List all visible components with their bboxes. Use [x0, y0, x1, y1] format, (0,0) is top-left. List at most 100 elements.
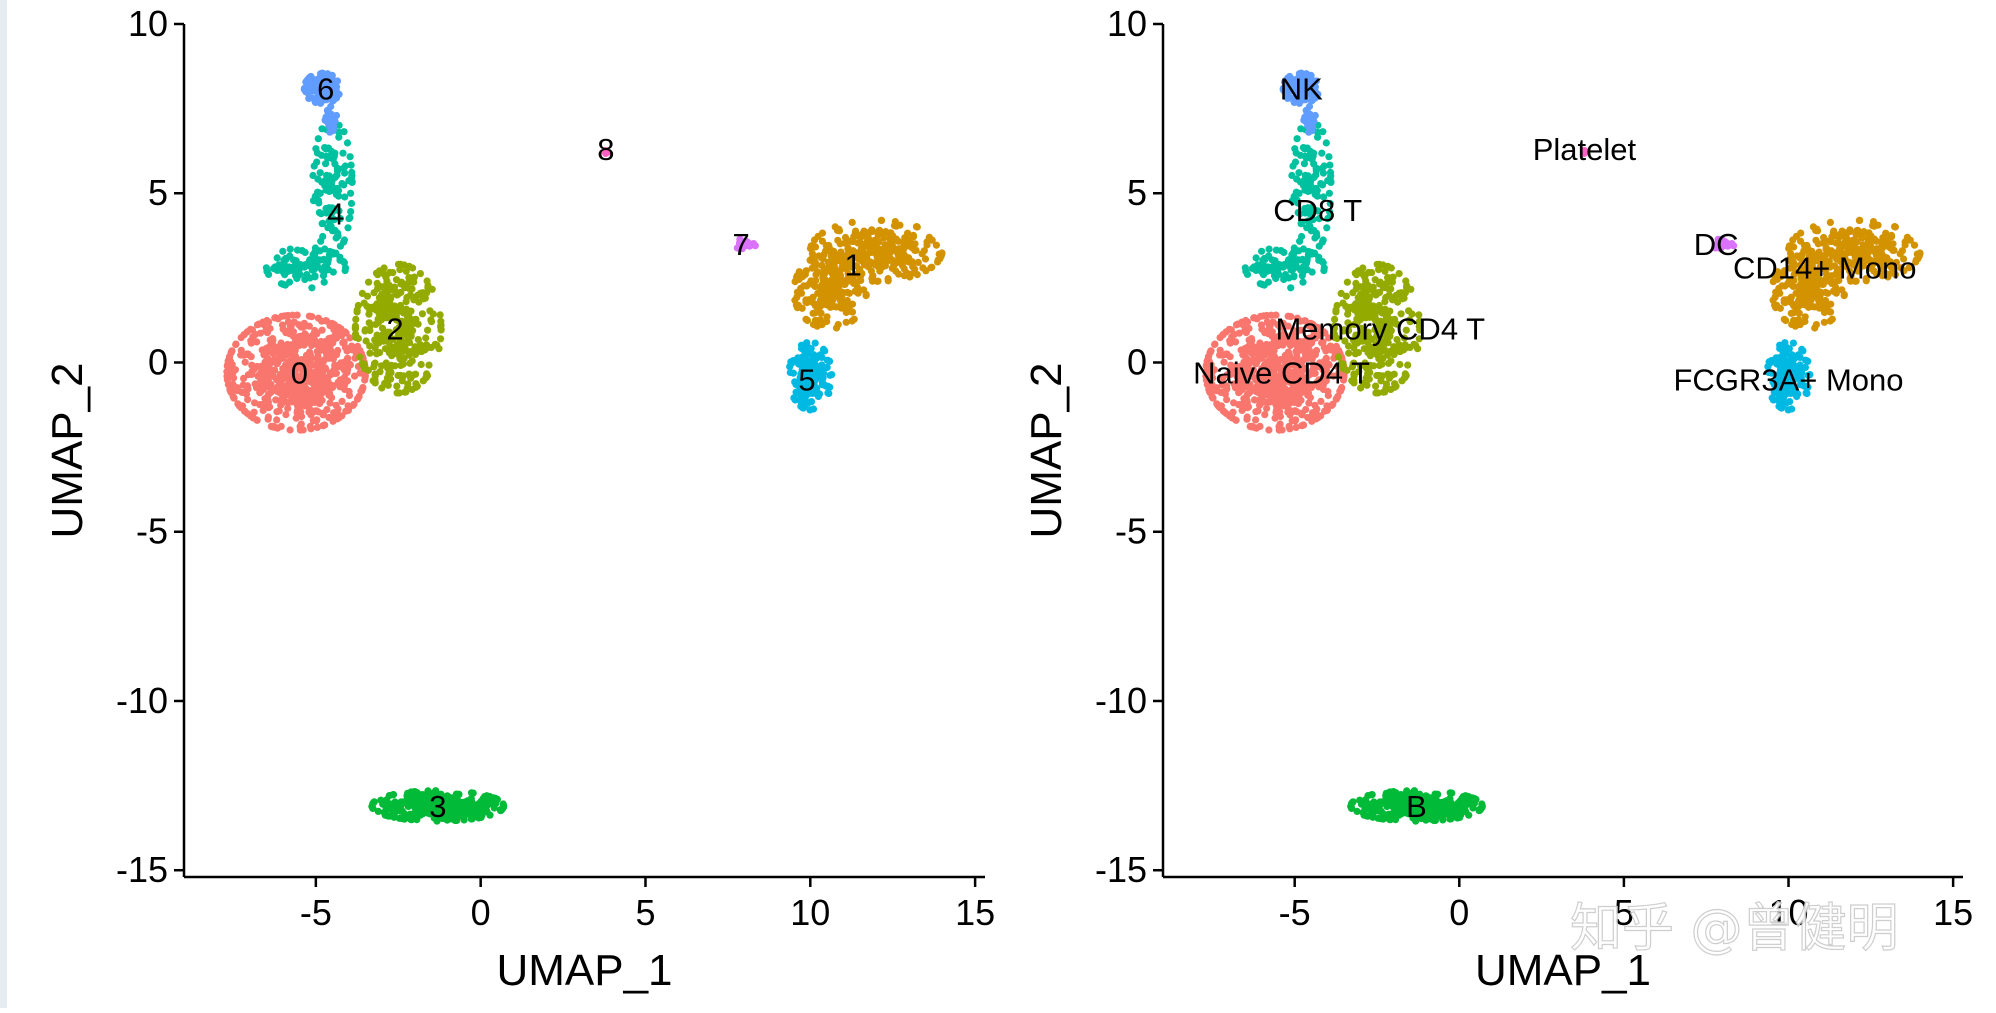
data-point — [860, 286, 868, 294]
data-point — [403, 792, 411, 800]
data-point — [413, 382, 421, 390]
data-point — [1252, 416, 1260, 424]
data-point — [1841, 234, 1850, 242]
data-point — [262, 345, 270, 353]
data-point — [1268, 256, 1276, 264]
data-point — [876, 254, 885, 262]
data-point — [322, 365, 330, 373]
data-point — [1865, 231, 1873, 239]
data-point — [1258, 325, 1266, 333]
data-point — [803, 342, 812, 351]
data-point — [314, 314, 322, 322]
data-point — [1379, 809, 1387, 817]
data-point — [1287, 266, 1295, 274]
data-point — [390, 283, 399, 291]
data-point — [399, 348, 407, 356]
data-point — [1292, 347, 1300, 356]
data-point — [264, 398, 272, 406]
data-point — [1342, 302, 1350, 310]
data-point — [1811, 324, 1819, 332]
data-point — [363, 302, 371, 310]
data-point — [1305, 399, 1313, 407]
data-point — [321, 245, 329, 253]
data-point — [247, 353, 255, 361]
cluster-label: Naive CD4 T — [1193, 356, 1370, 391]
data-point — [311, 255, 319, 263]
data-point — [1370, 362, 1378, 370]
data-point — [1258, 247, 1266, 255]
data-point — [1220, 407, 1228, 416]
data-point — [288, 311, 297, 319]
data-point — [1293, 175, 1301, 183]
data-point — [853, 250, 861, 258]
data-point — [284, 404, 292, 412]
data-point — [265, 404, 273, 412]
data-point — [418, 310, 426, 318]
data-point — [374, 807, 382, 816]
data-point — [227, 363, 235, 371]
data-point — [797, 289, 806, 297]
data-point — [898, 261, 907, 269]
y-tick-label: 10 — [128, 3, 168, 44]
data-point — [811, 356, 819, 364]
data-point — [1299, 268, 1307, 276]
data-point — [835, 282, 843, 290]
data-point — [798, 304, 806, 312]
data-point — [400, 354, 408, 363]
y-tick-label: 5 — [148, 172, 168, 213]
data-point — [431, 804, 439, 812]
data-point — [472, 807, 481, 815]
data-point — [344, 224, 352, 232]
data-point — [248, 326, 256, 334]
cluster-label: CD14+ Mono — [1733, 251, 1917, 286]
series-cluster-1 — [791, 216, 946, 332]
data-point — [1266, 347, 1274, 355]
data-point — [425, 809, 433, 818]
data-point — [412, 793, 420, 801]
data-point — [1311, 249, 1319, 257]
data-point — [1263, 318, 1271, 326]
data-point — [345, 215, 353, 223]
data-point — [818, 281, 826, 289]
data-point — [814, 392, 823, 401]
data-point — [311, 244, 319, 252]
data-point — [1359, 289, 1367, 297]
data-point — [312, 385, 320, 393]
data-point — [339, 149, 347, 157]
data-point — [326, 399, 334, 407]
data-point — [1395, 270, 1403, 278]
cluster-label: 3 — [429, 789, 446, 824]
data-point — [900, 272, 909, 280]
data-point — [1301, 171, 1309, 179]
data-point — [811, 339, 819, 347]
data-point — [1461, 794, 1469, 802]
data-point — [265, 390, 273, 398]
data-point — [364, 366, 372, 374]
data-point — [354, 301, 362, 310]
data-point — [881, 262, 890, 270]
data-point — [1265, 426, 1273, 434]
data-point — [1801, 313, 1809, 321]
data-point — [417, 360, 425, 369]
data-point — [311, 397, 319, 406]
data-point — [1353, 807, 1361, 816]
data-point — [373, 300, 381, 308]
data-point — [1252, 254, 1260, 262]
data-point — [844, 244, 852, 252]
data-point — [808, 369, 817, 377]
data-point — [427, 318, 436, 326]
data-point — [1256, 339, 1264, 347]
data-point — [314, 341, 322, 349]
data-point — [269, 264, 278, 273]
data-point — [355, 392, 363, 400]
data-point — [369, 804, 377, 813]
data-point — [1318, 149, 1326, 157]
data-point — [1433, 790, 1442, 798]
data-point — [1234, 320, 1242, 328]
data-point — [843, 305, 851, 313]
data-point — [875, 227, 883, 235]
data-point — [432, 787, 440, 795]
data-point — [382, 359, 390, 367]
data-point — [1794, 316, 1802, 324]
data-point — [275, 261, 283, 269]
